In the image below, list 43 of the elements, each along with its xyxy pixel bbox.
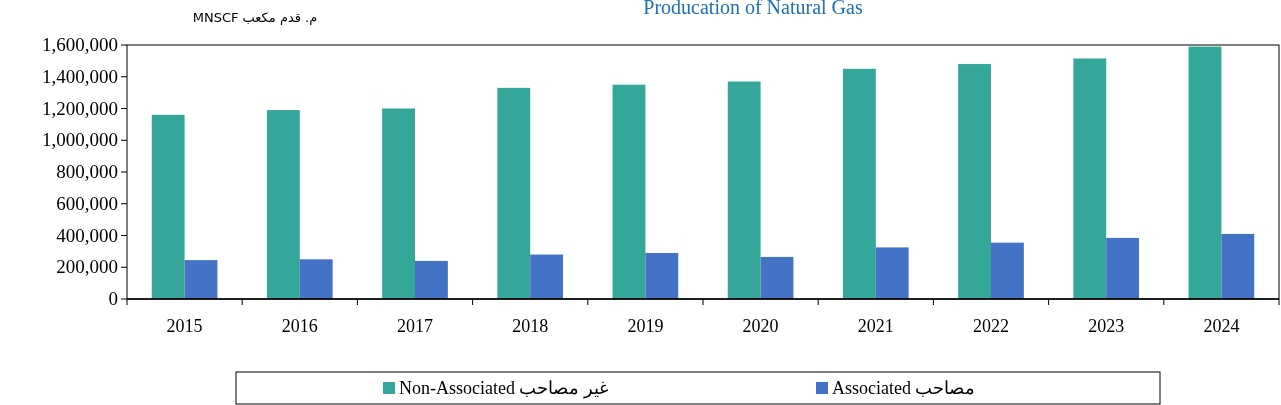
x-tick-label: 2021 [857, 316, 894, 336]
y-axis-title: م. قدم مكعب MNSCF [192, 10, 318, 25]
bar [299, 259, 333, 299]
x-tick-label: 2019 [627, 316, 664, 336]
legend-label: Associated مصاحب [832, 378, 976, 398]
x-tick-label: 2016 [281, 316, 318, 336]
y-tick-label: 400,000 [56, 224, 118, 246]
bar [958, 64, 991, 299]
bar [1073, 58, 1107, 299]
y-tick-label: 800,000 [56, 161, 118, 182]
bar [415, 260, 448, 299]
y-tick-label: 1,000,000 [42, 129, 118, 151]
y-tick-label: 1,600,000 [42, 34, 118, 55]
bar [184, 260, 218, 299]
y-tick-label: 600,000 [56, 192, 118, 214]
bar [1188, 46, 1222, 299]
chart-title: Producation of Natural Gas [643, 0, 863, 18]
x-tick-label: 2022 [973, 316, 1009, 336]
bar [151, 114, 185, 299]
y-tick-label: 1,400,000 [42, 65, 118, 87]
bar [497, 87, 531, 299]
bar [875, 247, 909, 299]
bar [645, 252, 679, 299]
bar [991, 242, 1024, 299]
bar [760, 256, 794, 299]
bar [842, 68, 876, 299]
x-tick-label: 2024 [1203, 316, 1240, 336]
x-tick-label: 2020 [742, 316, 779, 336]
bar [530, 254, 564, 299]
bar [266, 110, 300, 299]
bar [727, 81, 761, 299]
x-tick-label: 2023 [1088, 316, 1125, 336]
bar [1221, 233, 1255, 299]
bar [612, 84, 646, 299]
y-tick-label: 1,200,000 [42, 97, 118, 119]
y-tick-label: 0 [108, 288, 118, 309]
bar [1106, 237, 1140, 299]
y-tick-label: 200,000 [56, 256, 118, 278]
x-tick-label: 2015 [166, 316, 203, 336]
legend-label: Non-Associated غير مصاحب [399, 378, 608, 399]
x-tick-label: 2018 [512, 316, 549, 336]
bar [382, 108, 415, 299]
x-tick-label: 2017 [397, 316, 433, 336]
